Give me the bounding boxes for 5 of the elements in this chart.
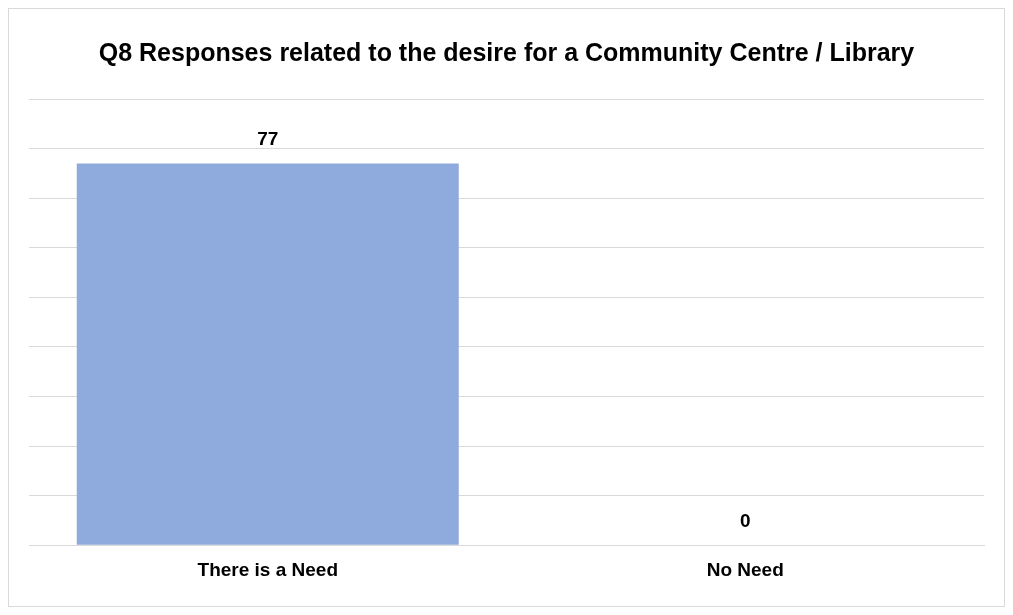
data-label: 0	[739, 509, 751, 531]
chart-title: Q8 Responses related to the desire for a Community Centre / Library	[98, 37, 915, 66]
x-tick-label: There is a Need	[197, 558, 338, 580]
data-label: 77	[257, 128, 279, 150]
x-tick-label: No Need	[706, 558, 784, 580]
